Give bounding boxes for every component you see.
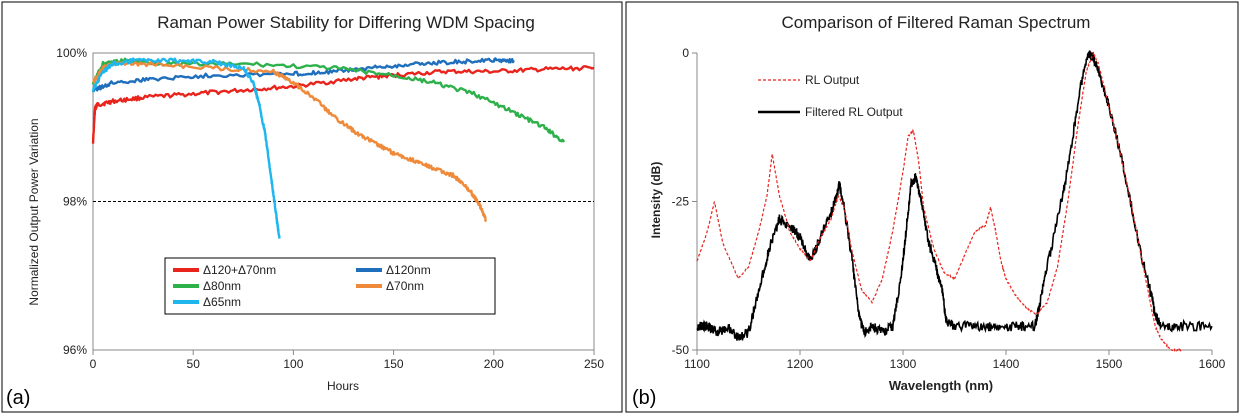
x-tick-label-b: 1100 xyxy=(684,357,710,371)
chart-a-plot: 0 50 100 150 200 250 96% 98% 100% xyxy=(56,46,604,371)
series-line-a xyxy=(92,57,515,93)
x-tick-label-a: 200 xyxy=(484,357,504,371)
x-tick-label-a: 150 xyxy=(384,357,404,371)
y-tick-label-a: 100% xyxy=(56,46,87,60)
legend-a-label: Δ65nm xyxy=(203,295,241,309)
chart-a-ylabel: Normalized Output Power Variation xyxy=(27,118,41,305)
legend-b-label: Filtered RL Output xyxy=(805,105,903,119)
legend-b-label: RL Output xyxy=(805,73,860,87)
panel-b-border xyxy=(625,1,1239,413)
legend-a-label: Δ80nm xyxy=(203,279,241,293)
legend-a-label: Δ70nm xyxy=(386,279,424,293)
x-tick-label-a: 250 xyxy=(584,357,604,371)
x-tick-label-a: 0 xyxy=(90,357,97,371)
y-tick-label-a: 98% xyxy=(63,195,87,209)
series-line-b-rl xyxy=(696,52,1182,352)
x-tick-label-b: 1300 xyxy=(890,357,917,371)
y-tick-label-b: -25 xyxy=(672,195,690,209)
chart-b-ylabel: Intensity (dB) xyxy=(649,162,663,239)
x-tick-label-b: 1600 xyxy=(1199,357,1226,371)
legend-a-label: Δ120nm xyxy=(386,263,431,277)
panel-b: Comparison of Filtered Raman Spectrum Wa… xyxy=(625,1,1239,413)
series-line-a xyxy=(91,65,595,144)
x-tick-label-a: 50 xyxy=(187,357,201,371)
y-tick-label-a: 96% xyxy=(63,343,87,357)
x-tick-label-b: 1200 xyxy=(787,357,814,371)
y-tick-label-b: 0 xyxy=(682,46,689,60)
x-tick-label-b: 1400 xyxy=(993,357,1020,371)
legend-a-box xyxy=(164,257,496,315)
chart-a-title: Raman Power Stability for Differing WDM … xyxy=(157,13,535,32)
x-tick-label-a: 100 xyxy=(283,357,303,371)
panel-b-label: (b) xyxy=(632,387,656,409)
chart-b-title: Comparison of Filtered Raman Spectrum xyxy=(782,13,1091,32)
chart-a-xlabel: Hours xyxy=(327,379,359,393)
x-tick-label-b: 1500 xyxy=(1096,357,1123,371)
chart-a-legend: Δ120+Δ70nm Δ120nm Δ80nm Δ70nm Δ65nm xyxy=(164,257,496,315)
legend-a-label: Δ120+Δ70nm xyxy=(203,263,276,277)
chart-b-xlabel: Wavelength (nm) xyxy=(889,378,993,393)
series-line-a xyxy=(91,57,281,239)
chart-b-plot: 1100 1200 1300 1400 1500 1600 -50 -25 0 xyxy=(672,46,1226,371)
y-tick-label-b: -50 xyxy=(672,343,690,357)
panel-a: Raman Power Stability for Differing WDM … xyxy=(1,1,623,413)
panel-a-label: (a) xyxy=(6,387,30,409)
chart-b-legend: RL Output Filtered RL Output xyxy=(758,73,903,119)
series-line-a xyxy=(92,60,487,222)
